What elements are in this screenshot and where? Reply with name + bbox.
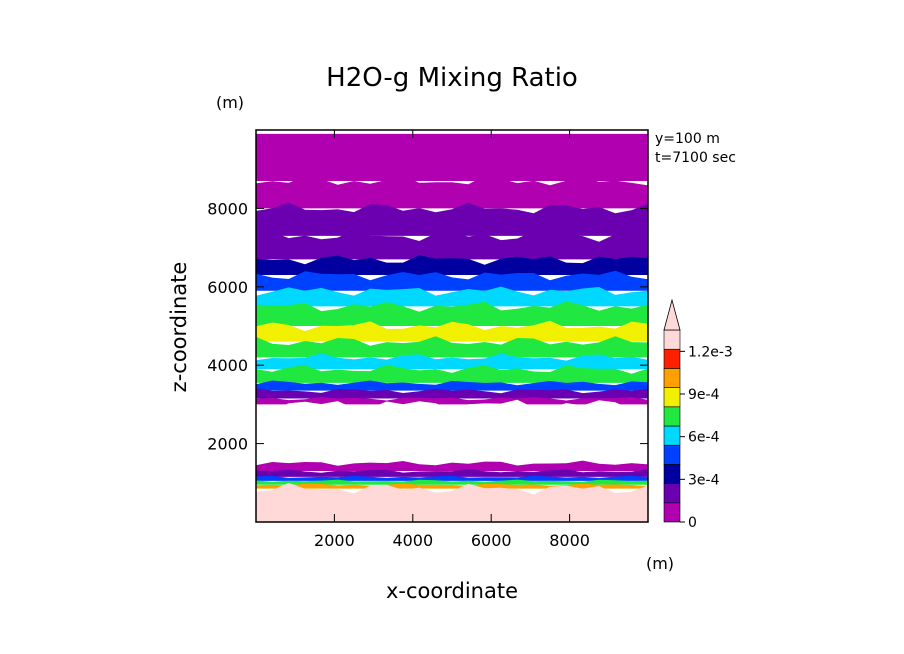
contour-fill [256,133,648,522]
colorbar-tick-label: 1.2e-3 [688,344,733,360]
contour-band [256,286,648,307]
plot-frame [255,129,649,523]
colorbar-tick-label: 3e-4 [688,472,720,488]
contour-band [256,479,648,485]
y-tick-label: 4000 [207,356,248,375]
colorbar-swatch [663,425,681,446]
annotation-t: t=7100 sec [655,150,736,166]
contour-band [256,364,648,383]
contour-band [256,380,648,391]
colorbar-swatch [663,387,681,408]
contour-band [256,336,648,358]
x-tick-label: 2000 [314,531,355,550]
colorbar-swatch [663,483,681,504]
y-tick-label: 8000 [207,199,248,218]
colorbar-swatch [663,444,681,465]
contour-band [256,399,648,464]
contour-band [256,133,648,181]
axes: 2000 4000 6000 8000 2000 4000 6000 8000 [207,130,648,550]
contour-band [256,255,648,276]
x-tick-label: 4000 [392,531,433,550]
colorbar-tick-label: 9e-4 [688,387,720,403]
colorbar-swatch [663,348,681,369]
y-unit-label: (m) [216,93,244,112]
colorbar-tick-label: 6e-4 [688,430,720,446]
contour-band [256,301,648,326]
y-tick-label: 6000 [207,278,248,297]
contour-band [256,320,648,342]
contour-band [256,469,648,477]
colorbar-swatch [663,464,681,484]
x-unit-label: (m) [646,554,674,573]
x-axis-title: x-coordinate [386,579,518,603]
contour-band [256,270,648,291]
contour-band [256,202,648,236]
colorbar: 0 3e-4 6e-4 9e-4 1.2e-3 [663,298,733,531]
chart-title: H2O-g Mixing Ratio [326,63,578,93]
annotation-y: y=100 m [655,131,720,147]
contour-band [256,475,648,481]
colorbar-swatch [663,368,681,388]
x-tick-label: 8000 [549,531,590,550]
contour-band [256,397,648,405]
colorbar-swatch [663,406,681,427]
contour-band [256,353,648,370]
contour-band [256,482,648,522]
y-axis-title: z-coordinate [167,262,191,393]
contour-band [256,230,648,260]
colorbar-swatch [663,502,681,523]
y-tick-label: 2000 [207,435,248,454]
colorbar-swatch [663,329,681,350]
contour-band [256,460,648,472]
colorbar-extend-arrow [663,298,681,331]
colorbar-tick-label: 0 [688,515,697,531]
x-tick-label: 6000 [471,531,512,550]
contour-band [256,175,648,209]
contour-band [256,388,648,399]
